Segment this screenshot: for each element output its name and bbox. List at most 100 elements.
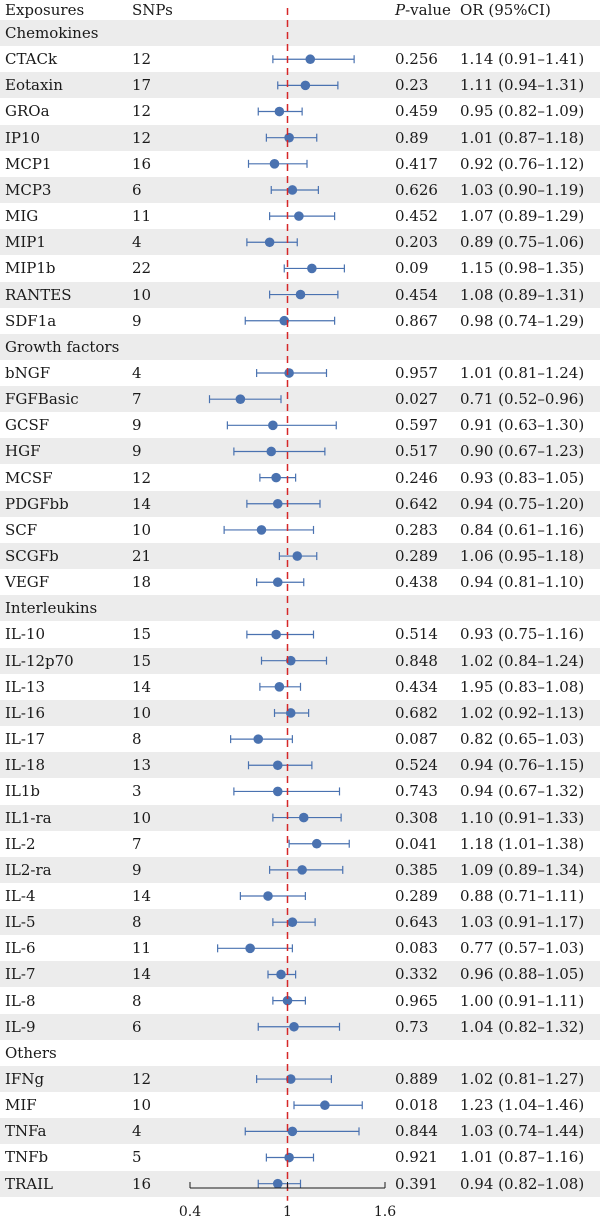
table-row: GCSF 9 0.597 0.91 (0.63–1.30) xyxy=(0,412,600,438)
exposure-name: MCP1 xyxy=(5,154,52,173)
or-ci-text: 0.89 (0.75–1.06) xyxy=(460,233,585,252)
group-header-row: Growth factors xyxy=(0,333,600,360)
exposure-name: IL-17 xyxy=(5,730,46,749)
or-ci-text: 0.94 (0.82–1.08) xyxy=(460,1174,585,1193)
or-ci-text: 1.03 (0.91–1.17) xyxy=(460,913,585,932)
p-value: 0.385 xyxy=(395,860,438,879)
or-point xyxy=(284,368,294,378)
header-or-ci: OR (95%CI) xyxy=(460,1,551,19)
p-value: 0.283 xyxy=(395,520,438,539)
or-point xyxy=(268,420,278,431)
or-ci-text: 1.02 (0.92–1.13) xyxy=(460,703,585,722)
p-value: 0.018 xyxy=(395,1096,438,1115)
exposure-name: PDGFbb xyxy=(5,494,69,513)
or-point xyxy=(272,1178,283,1189)
snp-count: 18 xyxy=(132,573,152,592)
snp-count: 4 xyxy=(132,363,142,382)
or-ci-text: 1.15 (0.98–1.35) xyxy=(460,259,585,278)
snp-count: 10 xyxy=(132,703,152,722)
or-point xyxy=(295,289,306,300)
or-ci-text: 0.82 (0.65–1.03) xyxy=(460,730,585,749)
exposure-name: MIP1b xyxy=(5,259,56,278)
table-row: CTACk 12 0.256 1.14 (0.91–1.41) xyxy=(0,46,600,72)
snp-count: 8 xyxy=(132,913,142,932)
table-row: IL-13 14 0.434 1.95 (0.83–1.08) xyxy=(0,674,600,700)
or-point xyxy=(311,838,322,849)
p-value: 0.682 xyxy=(395,703,438,722)
table-row: MIP1 4 0.203 0.89 (0.75–1.06) xyxy=(0,229,600,256)
table-row: VEGF 18 0.438 0.94 (0.81–1.10) xyxy=(0,569,600,595)
exposure-name: IL2-ra xyxy=(5,860,52,879)
table-row: IL1-ra 10 0.308 1.10 (0.91–1.33) xyxy=(0,804,600,831)
exposure-name: IFNg xyxy=(5,1070,45,1088)
or-point xyxy=(284,1152,294,1163)
snp-count: 17 xyxy=(132,76,152,95)
or-point xyxy=(235,394,246,404)
or-point xyxy=(298,812,309,823)
or-ci-text: 0.94 (0.76–1.15) xyxy=(460,756,585,775)
or-ci-text: 1.03 (0.74–1.44) xyxy=(460,1122,585,1141)
snp-count: 14 xyxy=(132,677,152,696)
exposure-name: MIP1 xyxy=(5,233,46,252)
exposure-name: MCP3 xyxy=(5,180,52,199)
snp-count: 6 xyxy=(132,180,142,199)
or-point xyxy=(287,185,298,195)
or-ci-text: 1.11 (0.94–1.31) xyxy=(460,76,585,95)
p-value: 0.642 xyxy=(395,494,438,513)
or-ci-text: 0.94 (0.81–1.10) xyxy=(460,573,585,592)
or-ci-text: 0.84 (0.61–1.16) xyxy=(460,520,585,539)
or-ci-text: 1.18 (1.01–1.38) xyxy=(460,834,585,853)
or-point xyxy=(287,917,298,927)
p-value: 0.965 xyxy=(395,991,438,1010)
snp-count: 10 xyxy=(132,285,152,304)
exposure-name: TNFb xyxy=(5,1148,49,1167)
table-row: MIG 11 0.452 1.07 (0.89–1.29) xyxy=(0,203,600,229)
exposure-name: MIF xyxy=(5,1096,37,1115)
p-value: 0.743 xyxy=(395,782,438,801)
exposure-name: IL-8 xyxy=(5,991,36,1010)
snp-count: 9 xyxy=(132,860,142,879)
group-header-row: Interleukins xyxy=(0,595,600,622)
snp-count: 14 xyxy=(132,494,152,513)
table-row: GROa 12 0.459 0.95 (0.82–1.09) xyxy=(0,98,600,124)
or-ci-text: 1.95 (0.83–1.08) xyxy=(460,677,585,696)
or-point xyxy=(279,315,290,326)
or-point xyxy=(305,54,316,65)
group-label: Interleukins xyxy=(5,599,98,618)
or-point xyxy=(272,577,283,588)
table-row: MCP1 16 0.417 0.92 (0.76–1.12) xyxy=(0,151,600,177)
or-ci-text: 0.93 (0.75–1.16) xyxy=(460,625,585,644)
group-header-row: Chemokines xyxy=(0,20,600,46)
p-value: 0.246 xyxy=(395,468,438,487)
exposure-name: VEGF xyxy=(5,573,50,592)
or-point xyxy=(263,891,273,901)
exposure-name: bNGF xyxy=(5,363,51,382)
table-row: IL1b 3 0.743 0.94 (0.67–1.32) xyxy=(0,778,600,804)
or-ci-text: 1.09 (0.89–1.34) xyxy=(460,860,585,879)
or-point xyxy=(266,446,277,457)
table-row: IL-8 8 0.965 1.00 (0.91–1.11) xyxy=(0,988,600,1014)
or-point xyxy=(271,629,281,640)
p-value: 0.391 xyxy=(395,1174,438,1193)
snp-count: 12 xyxy=(132,50,152,69)
snp-count: 14 xyxy=(132,886,152,905)
exposure-name: TNFa xyxy=(5,1122,47,1141)
p-value: 0.438 xyxy=(395,573,438,592)
or-point xyxy=(287,1126,298,1137)
or-ci-text: 0.98 (0.74–1.29) xyxy=(460,311,585,330)
snp-count: 8 xyxy=(132,991,142,1010)
exposure-name: IL1b xyxy=(5,782,41,801)
group-header-row: Others xyxy=(0,1040,600,1066)
p-value: 0.289 xyxy=(395,547,438,565)
snp-count: 4 xyxy=(132,233,142,252)
exposure-name: IL-13 xyxy=(5,677,46,696)
table-row: bNGF 4 0.957 1.01 (0.81–1.24) xyxy=(0,360,600,386)
p-value: 0.921 xyxy=(395,1148,438,1167)
table-row: FGFBasic 7 0.027 0.71 (0.52–0.96) xyxy=(0,386,600,413)
or-ci-text: 0.93 (0.83–1.05) xyxy=(460,468,585,487)
table-row: MIP1b 22 0.09 1.15 (0.98–1.35) xyxy=(0,255,600,281)
exposure-name: IL1-ra xyxy=(5,808,52,827)
snp-count: 12 xyxy=(132,468,152,487)
exposure-name: IL-9 xyxy=(5,1017,36,1036)
